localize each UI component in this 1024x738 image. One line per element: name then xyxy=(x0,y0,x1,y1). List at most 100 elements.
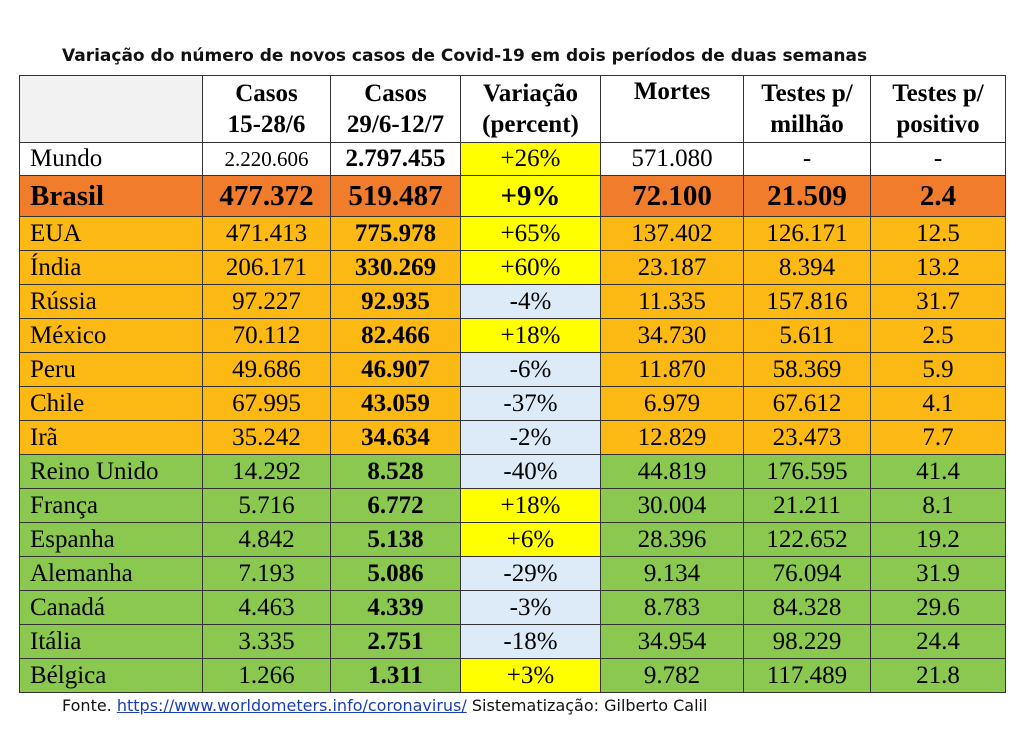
variation-cell: +18% xyxy=(460,318,601,353)
variation-cell: -18% xyxy=(460,624,601,659)
variation-cell: +26% xyxy=(460,142,601,176)
tests-per-positive-cell: 2.4 xyxy=(870,175,1006,217)
tests-per-million-cell: 67.612 xyxy=(743,386,871,421)
source-link[interactable]: https://www.worldometers.info/coronaviru… xyxy=(116,696,467,715)
table-row: Índia 206.171 330.269 +60% 23.187 8.394 13.2 xyxy=(19,250,1006,285)
tests-per-million-cell: 117.489 xyxy=(743,658,871,693)
source-note: Fonte. https://www.worldometers.info/cor… xyxy=(62,696,707,715)
tests-per-million-cell: 8.394 xyxy=(743,250,871,285)
cases-period2-cell: 34.634 xyxy=(330,420,461,455)
header-tests-per-million: Testes p/ milhão xyxy=(743,75,871,143)
table-row: Rússia 97.227 92.935 -4% 11.335 157.816 31.7 xyxy=(19,284,1006,319)
country-cell: Bélgica xyxy=(19,658,203,693)
cases-period2-cell: 1.311 xyxy=(330,658,461,693)
header-cases-period2: Casos 29/6-12/7 xyxy=(330,75,461,143)
variation-cell: -2% xyxy=(460,420,601,455)
table-row: Chile 67.995 43.059 -37% 6.979 67.612 4.1 xyxy=(19,386,1006,421)
tests-per-positive-cell: 2.5 xyxy=(870,318,1006,353)
variation-cell: -4% xyxy=(460,284,601,319)
table-title: Variação do número de novos casos de Cov… xyxy=(62,46,868,66)
country-cell: França xyxy=(19,488,203,523)
cases-period2-cell: 4.339 xyxy=(330,590,461,625)
table-row: México 70.112 82.466 +18% 34.730 5.611 2.5 xyxy=(19,318,1006,353)
deaths-cell: 137.402 xyxy=(600,216,744,251)
tests-per-million-cell: 76.094 xyxy=(743,556,871,591)
deaths-cell: 44.819 xyxy=(600,454,744,489)
deaths-cell: 571.080 xyxy=(600,142,744,176)
table-body: Mundo 2.220.606 2.797.455 +26% 571.080- - Bras… xyxy=(19,142,1006,693)
cases-period2-cell: 43.059 xyxy=(330,386,461,421)
cases-period1-cell: 4.463 xyxy=(202,590,331,625)
tests-per-million-cell: 84.328 xyxy=(743,590,871,625)
cases-period2-cell: 519.487 xyxy=(330,175,461,217)
covid-table: Casos 15-28/6 Casos 29/6-12/7 Variação (… xyxy=(19,75,1006,693)
header-deaths: Mortes xyxy=(600,75,744,143)
cases-period1-cell: 14.292 xyxy=(202,454,331,489)
cases-period2-cell: 5.138 xyxy=(330,522,461,557)
deaths-cell: 34.954 xyxy=(600,624,744,659)
deaths-cell: 11.870 xyxy=(600,352,744,387)
header-variation: Variação (percent) xyxy=(460,75,601,143)
deaths-cell: 30.004 xyxy=(600,488,744,523)
tests-per-positive-cell: 24.4 xyxy=(870,624,1006,659)
country-cell: Espanha xyxy=(19,522,203,557)
header-cases-period1-line2: 15-28/6 xyxy=(227,111,306,138)
deaths-cell: 72.100 xyxy=(600,175,744,217)
table-row: Alemanha 7.193 5.086 -29% 9.134 76.094 31.9 xyxy=(19,556,1006,591)
tests-per-million-cell: 157.816 xyxy=(743,284,871,319)
cases-period1-cell: 477.372 xyxy=(202,175,331,217)
cases-period1-cell: 70.112 xyxy=(202,318,331,353)
country-cell: Canadá xyxy=(19,590,203,625)
cases-period1-cell: 5.716 xyxy=(202,488,331,523)
cases-period2-cell: 2.797.455 xyxy=(330,142,461,176)
table-row: Irã 35.242 34.634 -2% 12.829 23.473 7.7 xyxy=(19,420,1006,455)
country-cell: Reino Unido xyxy=(19,454,203,489)
cases-period1-cell: 1.266 xyxy=(202,658,331,693)
country-cell: Rússia xyxy=(19,284,203,319)
header-tests-per-positive-line2: positivo xyxy=(896,111,980,138)
deaths-cell: 6.979 xyxy=(600,386,744,421)
table-row: Mundo 2.220.606 2.797.455 +26% 571.080- - xyxy=(19,142,1006,176)
tests-per-positive-cell: 4.1 xyxy=(870,386,1006,421)
tests-per-positive-cell: 8.1 xyxy=(870,488,1006,523)
variation-cell: +9% xyxy=(460,175,601,217)
tests-per-positive-cell: 31.7 xyxy=(870,284,1006,319)
cases-period2-cell: 46.907 xyxy=(330,352,461,387)
cases-period1-cell: 206.171 xyxy=(202,250,331,285)
table-row: Bélgica 1.266 1.311 +3% 9.782 117.489 21.8 xyxy=(19,658,1006,693)
country-cell: EUA xyxy=(19,216,203,251)
deaths-cell: 8.783 xyxy=(600,590,744,625)
cases-period1-cell: 49.686 xyxy=(202,352,331,387)
country-cell: Chile xyxy=(19,386,203,421)
deaths-cell: 9.134 xyxy=(600,556,744,591)
cases-period1-cell: 2.220.606 xyxy=(202,142,331,176)
header-tests-per-positive: Testes p/ positivo xyxy=(870,75,1006,143)
tests-per-million-cell: 122.652 xyxy=(743,522,871,557)
tests-per-positive-cell: 19.2 xyxy=(870,522,1006,557)
header-cases-period2-line1: Casos xyxy=(364,80,427,107)
country-cell: Peru xyxy=(19,352,203,387)
deaths-cell: 34.730 xyxy=(600,318,744,353)
tests-per-positive-cell: 21.8 xyxy=(870,658,1006,693)
country-cell: México xyxy=(19,318,203,353)
cases-period2-cell: 8.528 xyxy=(330,454,461,489)
variation-cell: -37% xyxy=(460,386,601,421)
tests-per-million-cell: 58.369 xyxy=(743,352,871,387)
country-cell: Mundo xyxy=(19,142,203,176)
header-deaths-label: Mortes xyxy=(633,78,711,105)
cases-period2-cell: 6.772 xyxy=(330,488,461,523)
header-tests-per-million-line2: milhão xyxy=(770,111,844,138)
cases-period2-cell: 775.978 xyxy=(330,216,461,251)
header-variation-line1: Variação xyxy=(483,80,578,107)
tests-per-million-cell: 126.171 xyxy=(743,216,871,251)
tests-per-positive-cell: - xyxy=(870,142,1006,176)
deaths-cell: 28.396 xyxy=(600,522,744,557)
tests-per-positive-cell: 12.5 xyxy=(870,216,1006,251)
country-cell: Itália xyxy=(19,624,203,659)
variation-cell: -3% xyxy=(460,590,601,625)
table-row: Espanha 4.842 5.138 +6% 28.396 122.652 19.2 xyxy=(19,522,1006,557)
cases-period2-cell: 82.466 xyxy=(330,318,461,353)
tests-per-million-cell: 21.509 xyxy=(743,175,871,217)
table-row: Peru 49.686 46.907 -6% 11.870 58.369 5.9 xyxy=(19,352,1006,387)
header-row: Casos 15-28/6 Casos 29/6-12/7 Variação (… xyxy=(19,75,1006,143)
